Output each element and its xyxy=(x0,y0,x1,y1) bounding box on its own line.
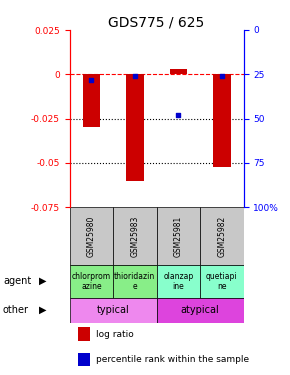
Text: ▶: ▶ xyxy=(39,305,47,315)
Text: other: other xyxy=(3,305,29,315)
Text: GSM25980: GSM25980 xyxy=(87,215,96,257)
Text: typical: typical xyxy=(97,305,129,315)
Text: chlorprom
azine: chlorprom azine xyxy=(72,272,111,291)
Title: GDS775 / 625: GDS775 / 625 xyxy=(108,16,205,30)
Text: log ratio: log ratio xyxy=(96,330,133,339)
Bar xyxy=(70,207,113,265)
Bar xyxy=(83,74,100,128)
Text: ▶: ▶ xyxy=(39,276,47,286)
Point xyxy=(133,73,137,79)
Bar xyxy=(157,265,200,297)
Text: olanzap
ine: olanzap ine xyxy=(163,272,193,291)
Point xyxy=(176,112,181,118)
Bar xyxy=(200,265,244,297)
Point xyxy=(220,73,224,79)
Bar xyxy=(200,207,244,265)
Text: GSM25981: GSM25981 xyxy=(174,216,183,257)
Bar xyxy=(113,265,157,297)
Bar xyxy=(170,69,187,74)
Text: GSM25983: GSM25983 xyxy=(130,215,139,257)
Bar xyxy=(157,207,200,265)
Point xyxy=(89,76,94,82)
Text: GSM25982: GSM25982 xyxy=(217,216,226,257)
Bar xyxy=(213,74,231,166)
Bar xyxy=(126,74,144,181)
Bar xyxy=(157,297,244,322)
Text: quetiapi
ne: quetiapi ne xyxy=(206,272,238,291)
Text: thioridazin
e: thioridazin e xyxy=(114,272,155,291)
Text: atypical: atypical xyxy=(181,305,220,315)
Bar xyxy=(78,353,90,366)
Bar xyxy=(70,297,157,322)
Bar xyxy=(70,265,113,297)
Text: agent: agent xyxy=(3,276,31,286)
Text: percentile rank within the sample: percentile rank within the sample xyxy=(96,355,249,364)
Bar xyxy=(78,327,90,341)
Bar xyxy=(113,207,157,265)
